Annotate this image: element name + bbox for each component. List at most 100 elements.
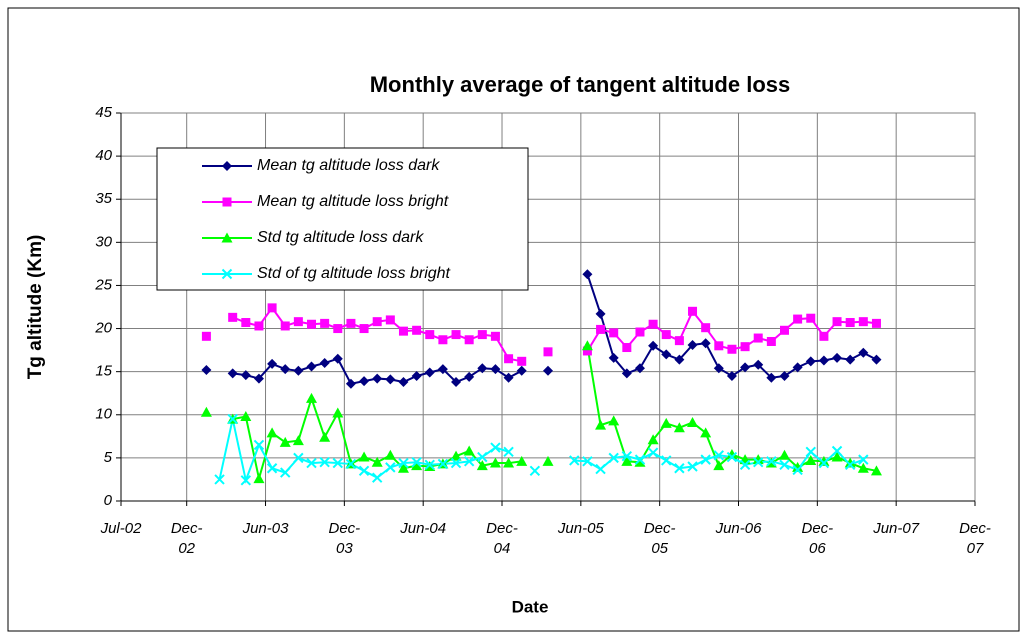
marker (674, 463, 685, 474)
marker (253, 439, 265, 451)
marker (818, 455, 830, 466)
marker (398, 457, 409, 469)
marker (371, 456, 383, 467)
marker (622, 343, 632, 353)
marker (661, 349, 672, 360)
marker (477, 363, 488, 374)
marker (871, 354, 882, 365)
marker (490, 331, 500, 341)
marker (516, 455, 528, 466)
marker (267, 358, 278, 369)
marker (411, 370, 422, 381)
legend: Mean tg altitude loss dark Mean tg altitu… (156, 147, 529, 291)
marker (319, 358, 330, 369)
marker (608, 415, 620, 426)
x-axis-label: Date (512, 597, 549, 616)
marker (463, 445, 475, 456)
marker (319, 431, 331, 442)
legend-label: Mean tg altitude loss dark (257, 157, 440, 174)
x-tick-label: Jul-02 (100, 520, 142, 537)
marker (424, 459, 435, 470)
marker (503, 372, 514, 383)
marker (200, 406, 212, 417)
marker (818, 457, 830, 469)
marker (221, 232, 233, 243)
marker (359, 324, 369, 334)
marker (845, 354, 856, 365)
marker (227, 413, 238, 425)
marker (306, 361, 317, 372)
marker (293, 317, 303, 327)
marker (503, 457, 515, 468)
marker (661, 455, 672, 466)
marker (832, 352, 843, 363)
chart-title: Monthly average of tangent altitude loss (370, 72, 791, 97)
marker (766, 372, 777, 383)
marker (451, 377, 462, 388)
marker (450, 457, 462, 469)
marker (398, 377, 409, 388)
marker (870, 465, 882, 476)
y-tick-label: 30 (95, 233, 112, 250)
marker (451, 330, 461, 340)
marker (739, 459, 751, 470)
marker (831, 451, 843, 462)
marker (792, 464, 803, 476)
marker (647, 447, 659, 458)
marker (437, 364, 448, 375)
marker (476, 460, 488, 471)
x-tick-label: Dec-06 (801, 520, 834, 557)
marker (661, 330, 671, 340)
marker (359, 376, 370, 387)
marker (240, 475, 252, 486)
marker (713, 450, 725, 461)
marker (793, 314, 803, 324)
marker (333, 324, 343, 334)
marker (634, 363, 645, 374)
marker (307, 319, 317, 329)
marker (688, 306, 698, 316)
marker (844, 459, 856, 470)
marker (753, 456, 764, 468)
marker (660, 417, 672, 428)
marker (411, 460, 423, 471)
marker (201, 331, 211, 341)
marker (358, 465, 370, 477)
marker (201, 364, 212, 375)
marker (819, 331, 829, 341)
marker (727, 344, 737, 354)
plot-area (200, 269, 882, 486)
marker (569, 455, 580, 466)
marker (673, 422, 685, 433)
marker (292, 435, 304, 446)
marker (280, 321, 290, 331)
marker (227, 368, 238, 379)
marker (320, 318, 330, 328)
marker (332, 457, 343, 469)
x-tick-label: Jun-07 (873, 520, 920, 537)
marker (266, 463, 278, 474)
marker (596, 324, 606, 334)
marker (700, 454, 711, 465)
marker (241, 318, 251, 328)
marker (412, 325, 422, 335)
y-tick-label: 0 (104, 492, 113, 509)
marker (398, 326, 408, 336)
marker (806, 313, 816, 323)
marker (753, 333, 763, 343)
marker (253, 473, 265, 484)
marker (805, 446, 816, 458)
marker (293, 365, 304, 376)
marker (372, 373, 383, 384)
marker (740, 342, 750, 352)
marker (648, 319, 658, 329)
y-tick-label: 25 (94, 276, 112, 293)
marker (332, 407, 344, 418)
marker (279, 436, 291, 447)
marker (372, 317, 382, 327)
marker (792, 461, 804, 472)
marker (489, 457, 501, 468)
marker (214, 474, 225, 485)
